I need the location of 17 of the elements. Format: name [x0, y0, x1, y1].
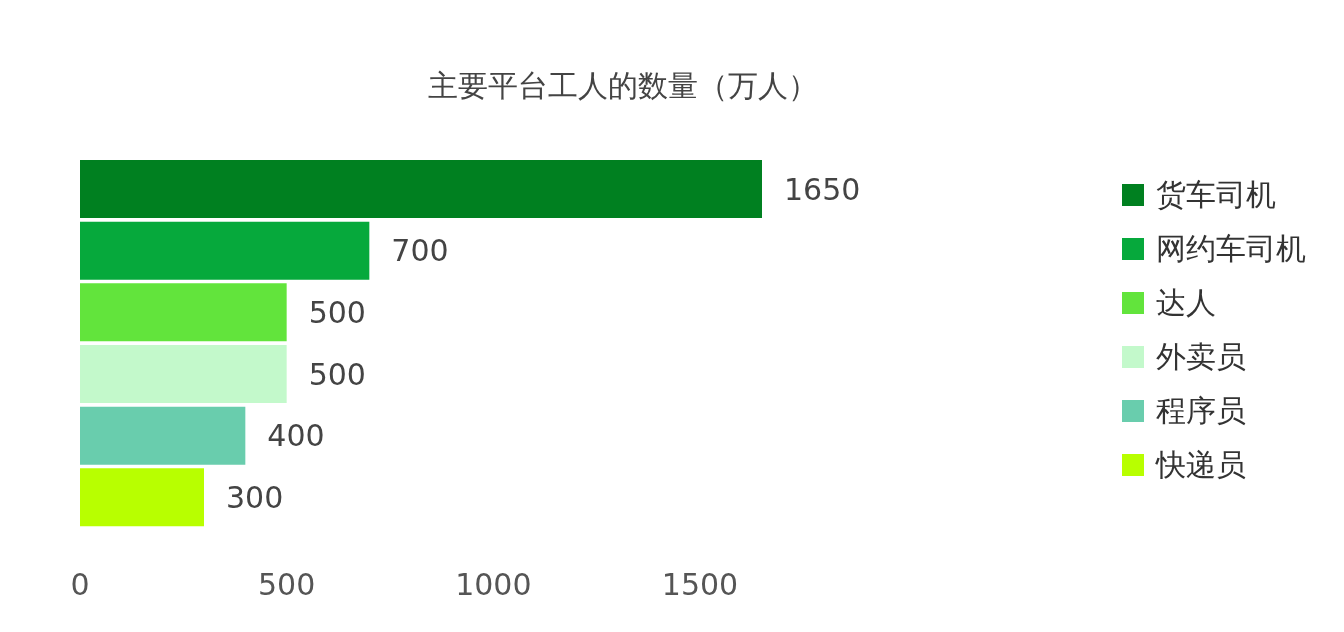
data-label: 500 — [308, 356, 366, 392]
data-label: 1650 — [784, 171, 861, 207]
x-tick-label: 500 — [258, 567, 316, 603]
x-tick-label: 0 — [70, 567, 90, 603]
legend-label: 达人 — [1156, 283, 1216, 322]
data-label: 700 — [391, 233, 449, 269]
x-tick-label: 1500 — [661, 567, 739, 603]
legend-label: 程序员 — [1156, 391, 1246, 430]
legend-label: 快递员 — [1156, 445, 1246, 484]
x-tick-label: 1000 — [455, 567, 532, 603]
data-label: 300 — [226, 479, 284, 515]
data-label: 500 — [308, 294, 366, 330]
data-label: 400 — [267, 418, 325, 454]
legend-label: 外卖员 — [1156, 337, 1246, 376]
legend-label: 网约车司机 — [1156, 229, 1306, 268]
legend-label: 货车司机 — [1156, 175, 1276, 214]
chart-title: 主要平台工人的数量（万人） — [427, 67, 819, 105]
